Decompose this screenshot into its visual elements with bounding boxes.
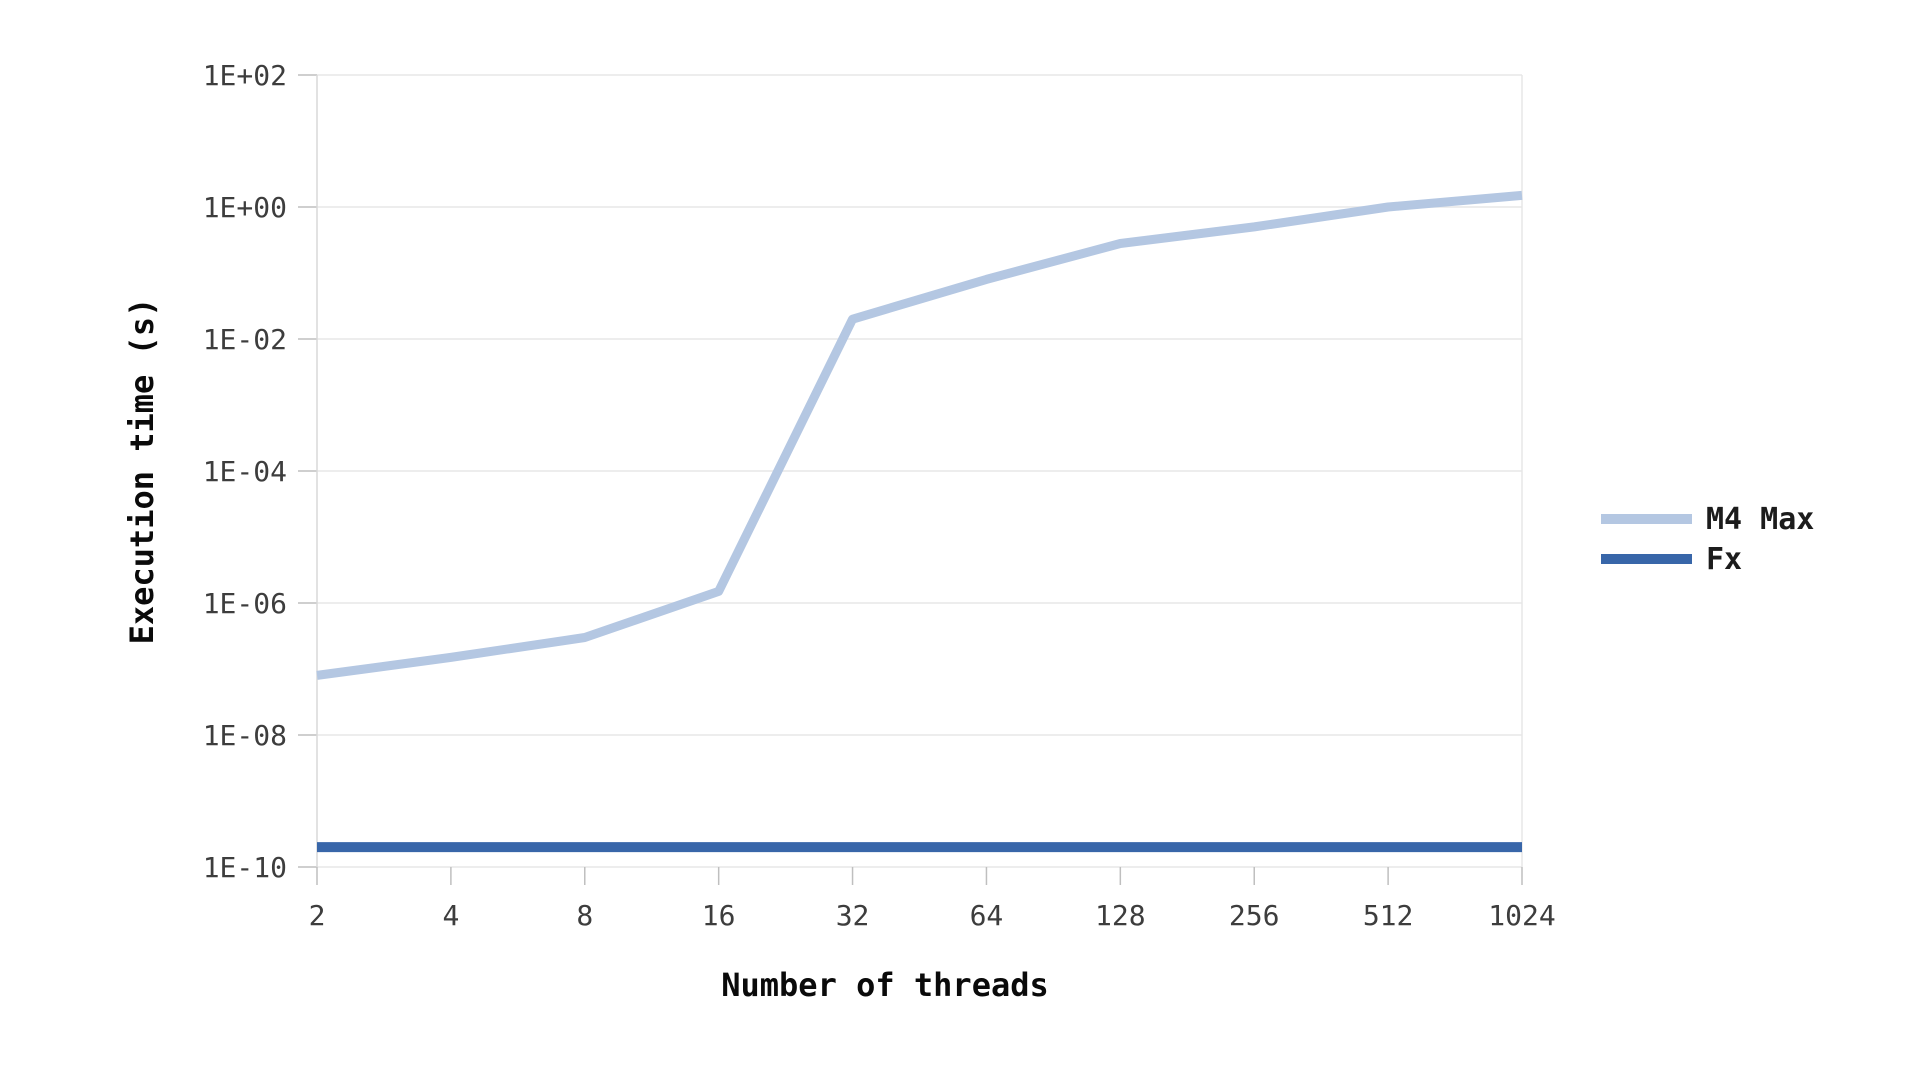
y-tick-label: 1E-06 [203,587,287,620]
x-tick-label: 256 [1229,899,1280,932]
x-tick-label: 512 [1363,899,1414,932]
x-tick-label: 128 [1095,899,1146,932]
y-tick-label: 1E-08 [203,719,287,752]
legend-label-fx: Fx [1706,541,1743,577]
x-tick-label: 2 [309,899,326,932]
legend-swatch-fx-icon [1601,554,1692,564]
x-tick-label: 64 [970,899,1004,932]
x-tick-label: 32 [836,899,870,932]
legend-item-fx: Fx [1601,539,1814,579]
legend-label-m4-max: M4 Max [1706,501,1815,537]
series-line-m4-max [316,190,1523,680]
y-tick-label: 1E-04 [203,455,287,488]
legend: M4 Max Fx [1601,499,1814,579]
y-tick-label: 1E+00 [203,191,287,224]
legend-swatch-m4-max-icon [1601,514,1692,524]
y-tick-label: 1E-10 [203,851,287,884]
x-tick-label: 16 [702,899,736,932]
y-axis-title: Execution time (s) [123,297,161,645]
x-tick-label: 8 [576,899,593,932]
x-axis-title: Number of threads [721,966,1049,1004]
y-tick-label: 1E-02 [203,323,287,356]
y-tick-label: 1E+02 [203,59,287,92]
x-tick-label: 1024 [1488,899,1555,932]
x-tick-label: 4 [442,899,459,932]
legend-item-m4-max: M4 Max [1601,499,1814,539]
